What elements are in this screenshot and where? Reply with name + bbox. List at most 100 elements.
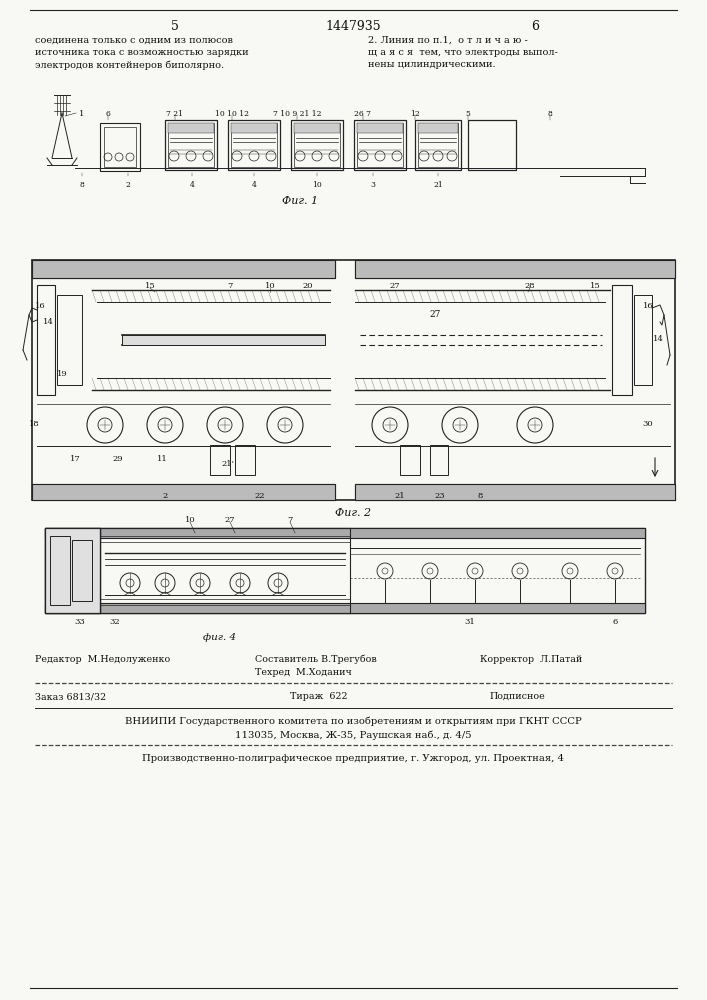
Bar <box>104 127 136 167</box>
Text: 12: 12 <box>410 110 420 118</box>
Text: Фиг. 1: Фиг. 1 <box>282 196 318 206</box>
Bar <box>231 123 277 133</box>
Bar <box>418 123 458 167</box>
Text: 7 21: 7 21 <box>167 110 184 118</box>
Bar <box>354 120 406 170</box>
Bar <box>57 295 82 385</box>
Bar <box>45 528 645 538</box>
Text: 15: 15 <box>145 282 156 290</box>
Text: 8: 8 <box>547 110 552 118</box>
Text: 2. Линия по п.1,  о т л и ч а ю -: 2. Линия по п.1, о т л и ч а ю - <box>368 36 527 45</box>
Text: нены цилиндрическими.: нены цилиндрическими. <box>368 60 496 69</box>
Bar <box>72 540 92 601</box>
Text: 8: 8 <box>80 181 84 189</box>
Bar <box>45 528 645 613</box>
Text: 27: 27 <box>429 310 440 319</box>
Bar <box>468 120 516 170</box>
Text: Фиг. 2: Фиг. 2 <box>335 508 371 518</box>
Text: 10: 10 <box>312 181 322 189</box>
Text: щ а я с я  тем, что электроды выпол-: щ а я с я тем, что электроды выпол- <box>368 48 558 57</box>
Text: 2: 2 <box>126 181 130 189</box>
Text: 27: 27 <box>225 516 235 524</box>
Text: 31: 31 <box>464 618 475 626</box>
Bar <box>122 335 325 345</box>
Text: 33: 33 <box>75 618 86 626</box>
Text: 1: 1 <box>79 110 85 118</box>
Text: 21: 21 <box>433 181 443 189</box>
Text: соединена только с одним из полюсов: соединена только с одним из полюсов <box>35 36 233 45</box>
Bar <box>32 260 675 500</box>
Text: 6: 6 <box>612 618 618 626</box>
Text: 3: 3 <box>370 181 375 189</box>
Bar <box>228 120 280 170</box>
Text: 14: 14 <box>42 318 54 326</box>
Text: электродов контейнеров биполярно.: электродов контейнеров биполярно. <box>35 60 224 70</box>
Bar <box>430 445 448 475</box>
Bar <box>165 120 217 170</box>
Bar <box>45 528 100 613</box>
Bar <box>291 120 343 170</box>
Text: 7: 7 <box>287 516 293 524</box>
Bar <box>32 260 335 278</box>
Bar <box>294 123 340 167</box>
Text: 26 7: 26 7 <box>354 110 371 118</box>
Text: Корректор  Л.Патай: Корректор Л.Патай <box>480 655 583 664</box>
Bar <box>357 123 403 133</box>
Text: 16: 16 <box>643 302 653 310</box>
Text: 15: 15 <box>590 282 600 290</box>
Bar <box>32 484 335 500</box>
Bar <box>294 123 340 133</box>
Text: Производственно-полиграфическое предприятие, г. Ужгород, ул. Проектная, 4: Производственно-полиграфическое предприя… <box>142 754 564 763</box>
Text: 10: 10 <box>264 282 275 290</box>
Text: 5: 5 <box>171 20 179 33</box>
Text: 7 10 9 21 12: 7 10 9 21 12 <box>273 110 321 118</box>
Bar <box>32 260 335 278</box>
Bar <box>357 123 403 167</box>
Text: 10 10 12: 10 10 12 <box>215 110 249 118</box>
Text: 2: 2 <box>163 492 168 500</box>
Bar <box>32 484 335 500</box>
Text: Тираж  622: Тираж 622 <box>290 692 348 701</box>
Text: Техред  М.Ходанич: Техред М.Ходанич <box>255 668 352 677</box>
Bar <box>235 445 255 475</box>
Text: 21: 21 <box>395 492 405 500</box>
Bar <box>612 285 632 395</box>
Text: Заказ 6813/32: Заказ 6813/32 <box>35 692 106 701</box>
Text: 113035, Москва, Ж-35, Раушская наб., д. 4/5: 113035, Москва, Ж-35, Раушская наб., д. … <box>235 730 472 740</box>
Bar <box>100 528 350 613</box>
Text: 17: 17 <box>69 455 81 463</box>
Text: 29: 29 <box>112 455 123 463</box>
Text: Подписное: Подписное <box>490 692 546 701</box>
Text: 16: 16 <box>35 302 45 310</box>
Text: фиг. 4: фиг. 4 <box>204 633 237 642</box>
Text: 19: 19 <box>57 370 67 378</box>
Bar <box>231 123 277 167</box>
Bar <box>45 603 645 613</box>
Text: 4: 4 <box>189 181 194 189</box>
Bar <box>418 123 458 133</box>
Bar <box>168 123 214 133</box>
Text: 14: 14 <box>653 335 663 343</box>
Text: Составитель В.Трегубов: Составитель В.Трегубов <box>255 655 377 664</box>
Text: ВНИИПИ Государственного комитета по изобретениям и открытиям при ГКНТ СССР: ВНИИПИ Государственного комитета по изоб… <box>124 716 581 726</box>
Text: источника тока с возможностью зарядки: источника тока с возможностью зарядки <box>35 48 249 57</box>
Text: 1447935: 1447935 <box>325 20 381 33</box>
Text: 30: 30 <box>643 420 653 428</box>
Bar <box>45 528 100 613</box>
Text: 32: 32 <box>110 618 120 626</box>
Bar <box>168 123 214 167</box>
Bar <box>355 484 675 500</box>
Text: 7: 7 <box>228 282 233 290</box>
Text: 8: 8 <box>477 492 483 500</box>
Bar <box>355 260 675 278</box>
Text: 6: 6 <box>531 20 539 33</box>
Text: 6: 6 <box>105 110 110 118</box>
Bar <box>355 260 675 278</box>
Bar <box>210 445 230 475</box>
Text: 22: 22 <box>255 492 265 500</box>
Bar <box>400 445 420 475</box>
Text: 21': 21' <box>221 460 235 468</box>
Text: 20: 20 <box>303 282 313 290</box>
Bar <box>50 536 70 605</box>
Bar <box>100 123 140 171</box>
